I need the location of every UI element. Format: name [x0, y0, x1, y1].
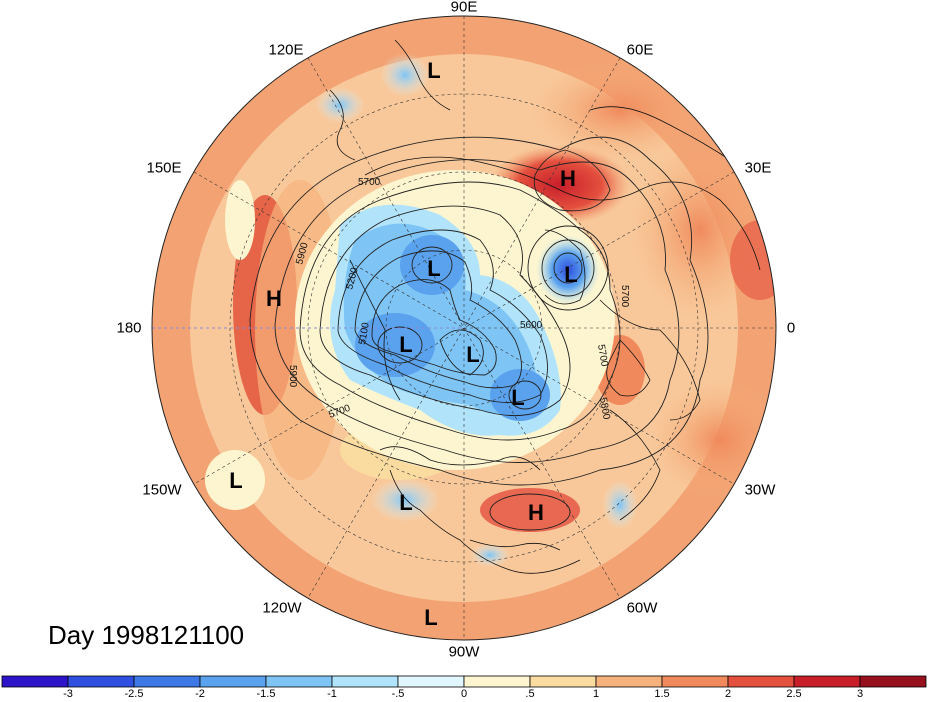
contour-label: 5700	[595, 344, 610, 368]
coastlines	[329, 39, 761, 574]
low-marker: L	[399, 332, 412, 357]
colorbar-tick-label: .5	[525, 688, 535, 700]
contour-label: 5700	[358, 177, 381, 188]
colorbar-tick-label: -2.5	[124, 688, 144, 700]
longitude-label-150w: 150W	[142, 481, 182, 499]
map-border	[151, 15, 777, 641]
low-marker: L	[424, 605, 437, 630]
colorbar-tick-label: 3	[856, 688, 864, 700]
colorbar-tick-label: 0	[460, 688, 468, 700]
longitude-label-180: 180	[116, 319, 142, 337]
longitude-label-60w: 60W	[626, 599, 658, 617]
contour-label: 5700	[619, 285, 630, 308]
colorbar-swatch	[199, 675, 267, 688]
colorbar-swatch	[727, 675, 795, 688]
colorbar-tick-label: 2.5	[786, 688, 802, 700]
low-marker: L	[399, 490, 412, 515]
contour-label: 5600	[520, 320, 543, 331]
colorbar-swatch	[595, 675, 663, 688]
colorbar-tick-label: -1.5	[256, 688, 276, 700]
pressure-systems: L H L L H L L L L L H L	[229, 58, 577, 630]
colorbar-swatch	[859, 675, 927, 688]
longitude-label-90w: 90W	[448, 643, 480, 661]
low-marker: L	[466, 342, 479, 367]
colorbar-swatch	[133, 675, 201, 688]
colorbar-tick-label: -.5	[391, 688, 405, 700]
colorbar-swatch	[265, 675, 333, 688]
colorbar-swatch	[661, 675, 729, 688]
date-title: Day 1998121100	[48, 620, 245, 650]
longitude-label-30e: 30E	[744, 159, 772, 177]
low-marker: L	[427, 256, 440, 281]
colorbar-tick-label: -3	[63, 688, 73, 700]
low-marker: L	[564, 262, 577, 287]
height-contours	[249, 136, 709, 531]
colorbar-tick-label: -1	[327, 688, 337, 700]
colorbar	[1, 675, 927, 688]
low-marker: L	[229, 468, 242, 493]
colorbar-swatch	[67, 675, 135, 688]
longitude-label-0: 0	[786, 319, 796, 337]
longitude-label-90e: 90E	[450, 0, 478, 16]
colorbar-tick-label: 1.5	[654, 688, 670, 700]
longitude-label-60e: 60E	[626, 41, 654, 59]
colorbar-tick-label: -2	[195, 688, 205, 700]
colorbar-swatch	[793, 675, 861, 688]
colorbar-tick-label: 1	[592, 688, 600, 700]
low-marker: L	[511, 385, 524, 410]
contour-label: 5900	[287, 365, 298, 388]
contour-label: 5800	[597, 397, 612, 421]
longitude-label-120w: 120W	[262, 599, 302, 617]
high-marker: H	[560, 166, 576, 191]
colorbar-swatch	[1, 675, 69, 688]
contour-label: 5100	[357, 321, 372, 345]
high-marker: H	[266, 286, 282, 311]
longitude-label-30w: 30W	[744, 481, 776, 499]
longitude-label-120e: 120E	[268, 41, 304, 59]
colorbar-swatch	[397, 675, 465, 688]
low-marker: L	[427, 58, 440, 83]
colorbar-swatch	[529, 675, 597, 688]
colorbar-tick-label: 2	[724, 688, 732, 700]
colorbar-swatch	[463, 675, 531, 688]
longitude-label-150e: 150E	[146, 159, 182, 177]
high-marker: H	[528, 500, 544, 525]
contour-label-group: 5700 5900 5200 5100 5900 5700 5800 5700 …	[287, 177, 630, 421]
colorbar-swatch	[331, 675, 399, 688]
